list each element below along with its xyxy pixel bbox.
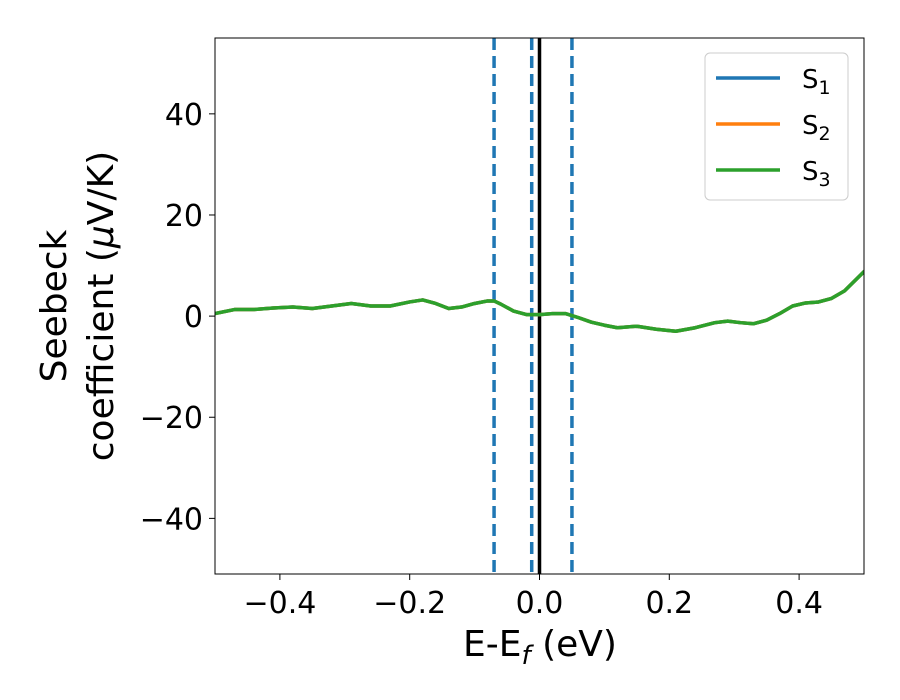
legend-box [704, 52, 849, 201]
plot-layer [215, 38, 864, 574]
x-tick-label: −0.2 [373, 586, 446, 621]
y-axis-title-line2: coefficient (μV/K) [81, 151, 122, 461]
x-tick-label: 0.4 [775, 586, 823, 621]
axes-layer: −0.4 −0.2 0.0 0.2 0.4 −40 −20 0 20 40 [140, 37, 865, 621]
x-axis-title: E-Ef (eV) [463, 624, 617, 671]
x-tick-label: 0.2 [645, 586, 693, 621]
legend-label-s3: S3 [802, 157, 831, 191]
y-axis-title: Seebeck coefficient (μV/K) [34, 151, 122, 461]
series-line-s3 [215, 269, 864, 334]
y-tick-label: −40 [140, 502, 203, 537]
legend: S1 S2 S3 [704, 52, 849, 201]
y-axis-title-line1: Seebeck [34, 229, 75, 382]
x-tick-label: −0.4 [243, 586, 316, 621]
legend-label-s1: S1 [802, 65, 831, 99]
y-tick-label: −20 [140, 401, 203, 436]
y-tick-label: 20 [165, 199, 203, 234]
y-tick-label: 0 [184, 300, 203, 335]
x-tick-label: 0.0 [516, 586, 564, 621]
y-tick-label: 40 [165, 98, 203, 133]
legend-label-s2: S2 [802, 111, 831, 145]
